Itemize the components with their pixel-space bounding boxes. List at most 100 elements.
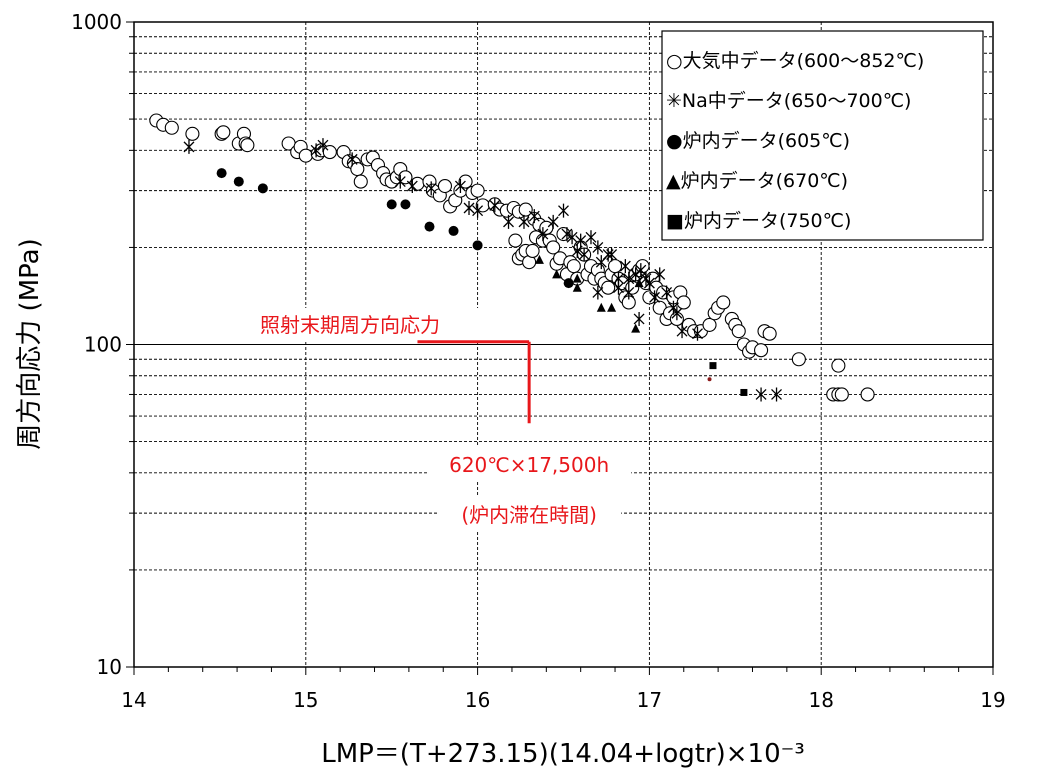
data-point xyxy=(642,290,657,305)
axes: 14 15 16 17 18 19 10 100 1000 xyxy=(71,10,1006,712)
data-point xyxy=(671,306,683,321)
data-point xyxy=(731,324,746,339)
data-point xyxy=(353,174,368,189)
data-point xyxy=(606,247,618,262)
data-point xyxy=(164,120,179,135)
data-point xyxy=(635,263,647,278)
data-point xyxy=(216,125,231,140)
x-tick-label: 16 xyxy=(465,688,490,712)
y-tick-label: 1000 xyxy=(71,10,122,34)
data-point xyxy=(676,324,688,339)
data-point xyxy=(709,362,717,370)
data-point xyxy=(635,259,650,274)
data-point xyxy=(575,233,587,248)
y-axis-title: 周方向応力 (MPa) xyxy=(15,238,45,449)
data-point xyxy=(740,388,748,396)
data-point xyxy=(508,233,523,248)
data-point xyxy=(534,254,544,264)
data-point xyxy=(240,138,255,153)
data-point xyxy=(298,148,313,163)
data-point xyxy=(503,214,514,229)
data-point xyxy=(571,243,583,258)
data-point xyxy=(716,295,731,310)
data-point xyxy=(755,387,767,402)
data-point xyxy=(572,282,582,292)
data-point xyxy=(472,203,484,218)
data-points xyxy=(149,113,875,402)
data-point xyxy=(649,290,661,305)
x-tick-label: 15 xyxy=(293,688,318,712)
data-point xyxy=(233,176,244,187)
data-point xyxy=(558,203,569,218)
data-point xyxy=(257,183,268,194)
data-point xyxy=(771,387,782,402)
data-point xyxy=(518,202,533,217)
data-point xyxy=(623,271,635,286)
legend-box xyxy=(661,30,984,241)
legend-item-label: ○大気中データ(600～852℃) xyxy=(666,50,924,72)
annotation-irradiation-label: 照射末期周方向応力 xyxy=(260,313,440,337)
data-point xyxy=(454,179,466,194)
data-point xyxy=(216,168,227,179)
data-point xyxy=(528,209,540,224)
data-point xyxy=(561,227,573,242)
data-point xyxy=(623,285,635,300)
data-point xyxy=(470,183,485,198)
x-tick-label: 19 xyxy=(980,688,1005,712)
data-point xyxy=(633,311,645,326)
data-point xyxy=(601,280,616,295)
legend: ○大気中データ(600～852℃) ✳Na中データ(650～700℃) ●炉内データ… xyxy=(661,30,984,241)
data-point xyxy=(425,181,437,196)
data-point xyxy=(394,174,406,189)
data-point xyxy=(185,126,200,141)
data-point xyxy=(489,198,501,213)
legend-item-label: ●炉内データ(605℃) xyxy=(666,130,850,152)
data-point xyxy=(592,285,604,300)
x-tick-label: 17 xyxy=(637,688,662,712)
y-tick-label: 10 xyxy=(97,655,122,679)
data-point xyxy=(346,152,358,167)
data-point xyxy=(654,267,666,282)
data-point xyxy=(754,343,769,358)
data-point xyxy=(692,326,703,341)
data-point xyxy=(552,269,562,279)
annotations: 照射末期周方向応力 620℃×17,500h (炉内滞在時間) xyxy=(214,308,632,532)
data-point xyxy=(578,247,590,262)
data-point xyxy=(596,302,606,312)
data-point xyxy=(607,259,623,274)
data-point xyxy=(676,295,691,310)
data-point xyxy=(547,214,559,229)
data-point xyxy=(619,259,631,274)
data-point xyxy=(546,240,561,255)
data-point xyxy=(661,285,673,300)
data-point xyxy=(400,199,411,210)
data-point xyxy=(183,139,195,154)
x-axis-title: LMP＝(T+273.15)(14.04+logtr)×10⁻³ xyxy=(321,739,805,769)
data-point xyxy=(831,358,846,373)
data-point xyxy=(472,240,483,251)
data-point xyxy=(860,387,875,402)
data-point xyxy=(463,201,475,216)
data-point xyxy=(607,302,617,312)
annotation-bg xyxy=(214,308,486,340)
data-point xyxy=(572,273,582,283)
data-point xyxy=(563,278,574,289)
data-point xyxy=(631,323,641,333)
data-point xyxy=(437,178,453,194)
data-point xyxy=(791,352,806,367)
legend-item-label: ✳Na中データ(650～700℃) xyxy=(666,90,911,112)
data-point xyxy=(585,230,597,245)
data-point xyxy=(448,225,459,236)
data-point xyxy=(613,280,624,295)
x-tick-label: 18 xyxy=(808,688,833,712)
data-point xyxy=(762,326,777,341)
data-point xyxy=(634,278,644,288)
data-point xyxy=(386,199,397,210)
data-point xyxy=(566,230,578,245)
y-tick-label: 100 xyxy=(84,333,122,357)
data-point xyxy=(525,243,540,259)
annotation-bg xyxy=(437,496,622,532)
x-tick-label: 14 xyxy=(121,688,146,712)
annotation-residence-label: (炉内滞在時間) xyxy=(461,503,597,527)
